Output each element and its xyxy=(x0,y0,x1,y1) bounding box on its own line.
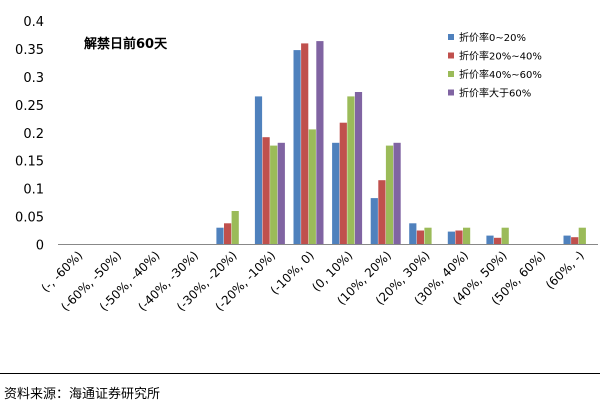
y-tick-label: 0.05 xyxy=(15,211,44,226)
bar-s0-c7 xyxy=(332,142,340,245)
bar-s1-c9 xyxy=(416,230,424,245)
bar-s1-c13 xyxy=(571,237,579,245)
y-tick-label: 0.4 xyxy=(23,15,44,30)
bar-s0-c6 xyxy=(293,50,301,245)
bar-s1-c10 xyxy=(455,230,463,245)
bar-s3-c8 xyxy=(393,142,401,245)
legend-swatch-3 xyxy=(448,89,454,96)
bar-s2-c6 xyxy=(308,129,316,245)
legend: 折价率0~20% 折价率20%~40% 折价率40%~60% 折价率大于60% xyxy=(448,31,542,100)
bar-s3-c5 xyxy=(277,142,285,245)
legend-label-0: 折价率0~20% xyxy=(459,31,526,44)
legend-label-3: 折价率大于60% xyxy=(459,87,531,100)
legend-label-1: 折价率20%~40% xyxy=(459,50,542,63)
y-tick-label: 0.15 xyxy=(15,155,44,170)
x-axis-ticks: (-, -60%)(-60%, -50%)(-50%, -40%)(-40%, … xyxy=(39,248,587,314)
chart-title: 解禁日前60天 xyxy=(83,36,168,52)
y-tick-label: 0.25 xyxy=(15,99,44,114)
bar-s2-c5 xyxy=(270,145,278,245)
bar-s2-c9 xyxy=(424,227,432,245)
bar-s2-c8 xyxy=(385,145,394,245)
bar-s1-c11 xyxy=(494,237,502,245)
x-tick-label: (60%, -) xyxy=(543,248,587,292)
bar-s1-c4 xyxy=(224,223,232,245)
bar-s2-c13 xyxy=(578,227,586,245)
y-tick-label: 0.3 xyxy=(23,71,44,86)
bar-s0-c13 xyxy=(563,235,571,245)
bar-s1-c5 xyxy=(262,137,270,245)
bar-s2-c10 xyxy=(463,227,471,245)
bar-s0-c5 xyxy=(254,96,263,245)
bar-s0-c4 xyxy=(216,227,224,245)
y-tick-label: 0 xyxy=(36,239,44,254)
y-tick-label: 0.1 xyxy=(23,183,44,198)
bar-s3-c6 xyxy=(316,41,324,245)
legend-swatch-0 xyxy=(448,34,454,40)
bar-s0-c11 xyxy=(486,235,494,245)
bar-s0-c8 xyxy=(370,198,378,245)
bar-s0-c10 xyxy=(447,231,455,245)
source-divider xyxy=(0,373,600,374)
bar-s2-c7 xyxy=(347,96,355,245)
legend-swatch-2 xyxy=(448,71,454,77)
bar-s1-c6 xyxy=(301,43,309,245)
y-axis-ticks: 0 0.05 0.1 0.15 0.2 0.25 0.3 0.35 0.4 xyxy=(15,15,44,254)
bar-s2-c4 xyxy=(231,211,239,245)
chart: 0 0.05 0.1 0.15 0.2 0.25 0.3 0.35 0.4 (-, -60%)(… xyxy=(15,15,598,314)
bars-layer xyxy=(216,41,586,245)
bar-s2-c11 xyxy=(501,227,509,245)
bar-s1-c8 xyxy=(378,180,386,245)
legend-label-2: 折价率40%~60% xyxy=(459,68,542,81)
bar-s0-c9 xyxy=(409,223,417,245)
bar-s1-c7 xyxy=(339,122,347,245)
bar-s3-c7 xyxy=(354,92,363,245)
y-tick-label: 0.2 xyxy=(23,127,44,142)
source-note: 资料来源：海通证券研究所 xyxy=(4,387,161,402)
legend-swatch-1 xyxy=(448,52,454,59)
y-tick-label: 0.35 xyxy=(15,43,44,58)
